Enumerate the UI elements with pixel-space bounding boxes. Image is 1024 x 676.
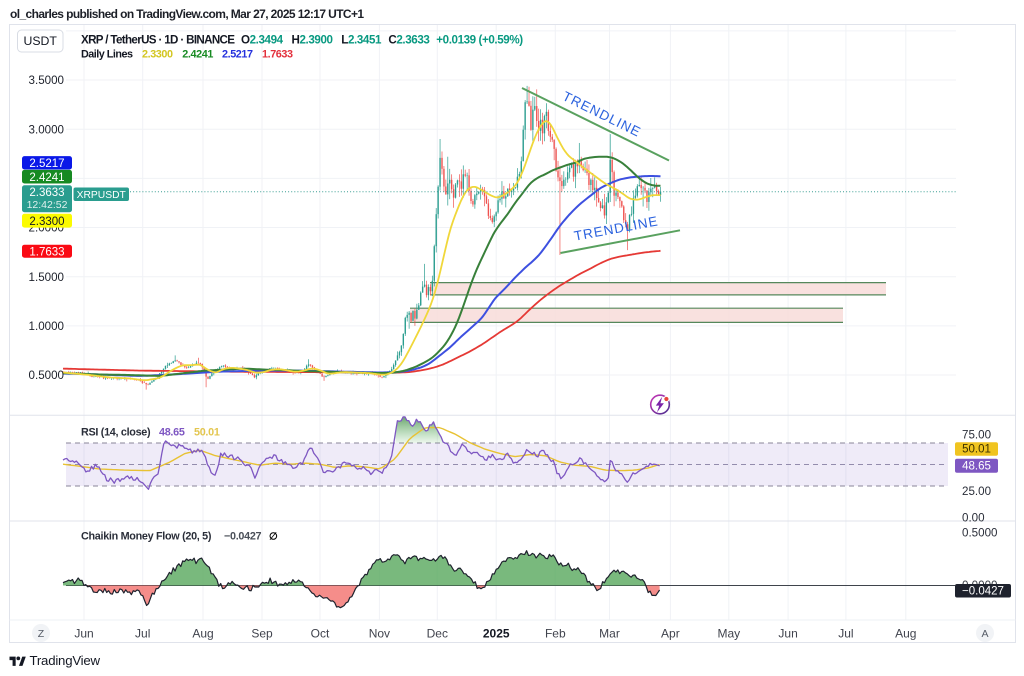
svg-text:−0.0427: −0.0427 xyxy=(962,586,1004,598)
svg-text:USDT: USDT xyxy=(23,34,57,48)
svg-text:0.5000: 0.5000 xyxy=(962,527,997,540)
svg-text:0.5000: 0.5000 xyxy=(29,369,64,382)
svg-text:A: A xyxy=(981,628,988,640)
svg-text:50.01: 50.01 xyxy=(194,427,220,439)
svg-text:L2.3451: L2.3451 xyxy=(341,34,382,47)
svg-text:Aug: Aug xyxy=(895,627,916,641)
svg-text:75.00: 75.00 xyxy=(962,429,991,442)
svg-text:48.65: 48.65 xyxy=(159,427,185,439)
svg-text:C2.3633: C2.3633 xyxy=(388,34,430,47)
svg-text:Chaikin Money Flow (20, 5): Chaikin Money Flow (20, 5) xyxy=(81,531,212,543)
svg-text:Feb: Feb xyxy=(545,627,566,641)
svg-text:Oct: Oct xyxy=(311,627,330,641)
svg-text:3.5000: 3.5000 xyxy=(29,74,64,87)
svg-text:RSI (14, close): RSI (14, close) xyxy=(81,427,151,439)
svg-text:1.5000: 1.5000 xyxy=(29,271,64,284)
svg-text:∅: ∅ xyxy=(269,532,278,543)
svg-text:O2.3494: O2.3494 xyxy=(241,34,284,47)
svg-text:XRPUSDT: XRPUSDT xyxy=(77,190,127,201)
svg-text:Aug: Aug xyxy=(192,627,213,641)
svg-text:2.3633: 2.3633 xyxy=(29,187,64,199)
svg-text:1.7633: 1.7633 xyxy=(262,49,293,61)
svg-text:−0.0427: −0.0427 xyxy=(224,531,262,543)
svg-text:3.0000: 3.0000 xyxy=(29,123,64,136)
svg-text:12:42:52: 12:42:52 xyxy=(27,199,68,211)
svg-text:Jul: Jul xyxy=(135,627,150,641)
svg-text:50.01: 50.01 xyxy=(962,444,991,456)
svg-text:Sep: Sep xyxy=(251,627,273,641)
svg-text:Apr: Apr xyxy=(661,627,680,641)
svg-text:1.7633: 1.7633 xyxy=(29,246,64,258)
svg-text:2.4241: 2.4241 xyxy=(29,172,64,184)
svg-text:Z: Z xyxy=(38,628,45,640)
svg-text:May: May xyxy=(717,627,740,641)
svg-text:Mar: Mar xyxy=(599,627,620,641)
svg-text:TradingView: TradingView xyxy=(30,653,101,668)
svg-text:2.5217: 2.5217 xyxy=(29,158,64,170)
svg-text:XRP / TetherUS · 1D · BINANCE: XRP / TetherUS · 1D · BINANCE xyxy=(81,34,235,47)
svg-text:1.0000: 1.0000 xyxy=(29,320,64,333)
svg-text:Jun: Jun xyxy=(74,627,93,641)
svg-text:Daily Lines: Daily Lines xyxy=(81,49,133,61)
svg-text:Jul: Jul xyxy=(838,627,853,641)
svg-text:Jun: Jun xyxy=(778,627,797,641)
svg-text:Nov: Nov xyxy=(369,627,390,641)
svg-text:2.3300: 2.3300 xyxy=(29,216,64,228)
svg-text:2.4241: 2.4241 xyxy=(182,49,213,61)
svg-text:2.5217: 2.5217 xyxy=(222,49,253,61)
svg-text:2.3300: 2.3300 xyxy=(142,49,173,61)
svg-text:+0.0139 (+0.59%): +0.0139 (+0.59%) xyxy=(436,34,523,47)
svg-text:48.65: 48.65 xyxy=(962,461,991,473)
svg-text:Dec: Dec xyxy=(427,627,448,641)
svg-text:2025: 2025 xyxy=(483,627,510,641)
svg-text:H2.3900: H2.3900 xyxy=(292,34,333,47)
svg-text:ol_charles published on Tradin: ol_charles published on TradingView.com,… xyxy=(10,7,364,21)
svg-text:25.00: 25.00 xyxy=(962,485,991,498)
svg-text:0.00: 0.00 xyxy=(962,512,985,525)
